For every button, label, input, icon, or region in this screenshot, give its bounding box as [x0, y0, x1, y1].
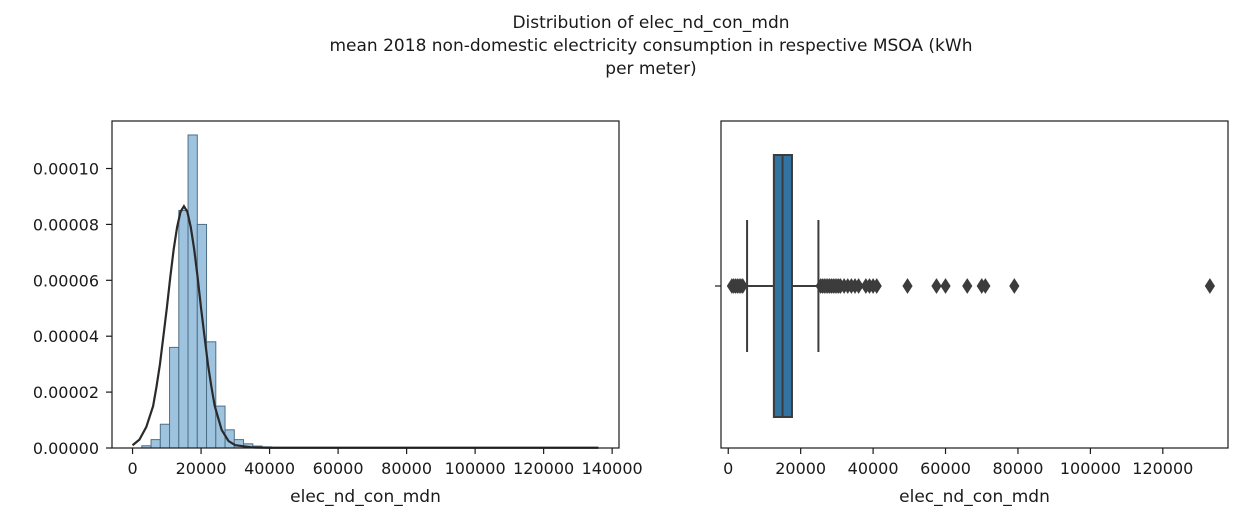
histogram-x-tick-label: 80000 [381, 459, 432, 478]
boxplot-x-tick-label: 120000 [1132, 459, 1193, 478]
histogram-x-axis-label: elec_nd_con_mdn [290, 487, 441, 507]
boxplot-x-axis-label: elec_nd_con_mdn [899, 487, 1050, 507]
outlier-marker [853, 278, 864, 294]
histogram-x-tick-label: 20000 [176, 459, 227, 478]
boxplot-outliers [726, 278, 1215, 294]
outlier-marker [980, 278, 991, 294]
outlier-marker [940, 278, 951, 294]
histogram-bars [141, 134, 282, 449]
outlier-marker [1204, 278, 1215, 294]
boxplot-x-tick-label: 100000 [1060, 459, 1121, 478]
histogram-x-tick-label: 40000 [244, 459, 295, 478]
boxplot-x-tick-label: 80000 [993, 459, 1044, 478]
figure-title-line-1: Distribution of elec_nd_con_mdn [512, 13, 789, 33]
histogram-bar [187, 134, 198, 449]
histogram-y-tick-label: 0.00004 [33, 327, 99, 346]
outlier-marker [902, 278, 913, 294]
histogram-bar [159, 423, 171, 449]
histogram-x-tick-label: 120000 [513, 459, 574, 478]
histogram-y-tick-label: 0.00006 [33, 271, 99, 290]
boxplot-x-tick-label: 20000 [775, 459, 826, 478]
histogram-axes-frame [111, 120, 620, 449]
boxplot-x-tick-label: 0 [723, 459, 733, 478]
histogram-y-tick-label: 0.00008 [33, 215, 99, 234]
histogram-y-ticks: 0.00000 0.00002 0.00004 0.00006 0.00008 0.000… [33, 160, 112, 458]
boxplot-elements [746, 154, 820, 418]
histogram-y-tick-label: 0.00010 [33, 160, 99, 179]
boxplot-x-tick-label: 60000 [920, 459, 971, 478]
histogram-panel: 0 20000 40000 60000 80000 100000 120000 140000 … [33, 120, 643, 507]
histogram-bar [150, 439, 161, 449]
figure-title-line-3: per meter) [605, 59, 696, 79]
outlier-marker [931, 278, 942, 294]
boxplot-axes-frame [720, 120, 1229, 449]
histogram-y-tick-label: 0.00002 [33, 383, 99, 402]
figure-title-line-2: mean 2018 non-domestic electricity consu… [330, 36, 973, 56]
boxplot-x-ticks: 0 20000 40000 60000 80000 100000 120000 [723, 448, 1193, 478]
outlier-marker [871, 278, 882, 294]
histogram-x-tick-label: 0 [127, 459, 137, 478]
histogram-x-tick-label: 100000 [445, 459, 506, 478]
histogram-x-ticks: 0 20000 40000 60000 80000 100000 120000 140000 [127, 448, 643, 478]
histogram-bar [169, 346, 180, 449]
histogram-x-tick-label: 60000 [313, 459, 364, 478]
histogram-x-tick-label: 140000 [582, 459, 643, 478]
histogram-y-tick-label: 0.00000 [33, 439, 99, 458]
boxplot-x-tick-label: 40000 [848, 459, 899, 478]
boxplot-panel: 0 20000 40000 60000 80000 100000 120000 elec_n… [715, 120, 1229, 507]
outlier-marker [962, 278, 973, 294]
outlier-marker [737, 278, 748, 294]
histogram-bar [178, 209, 189, 449]
outlier-marker [1009, 278, 1020, 294]
